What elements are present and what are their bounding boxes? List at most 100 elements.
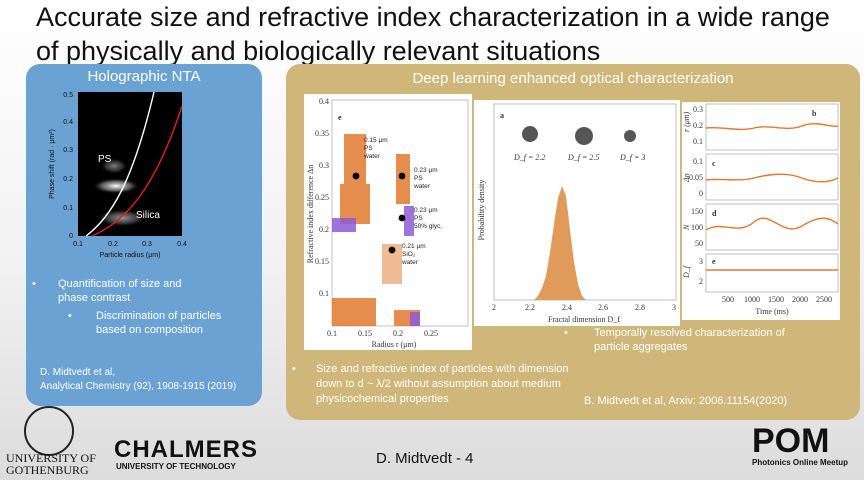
- y-tick: 0.25: [315, 193, 329, 202]
- x-tick: 2.6: [598, 303, 608, 312]
- subplot-e: [705, 253, 839, 293]
- scatter-region: [344, 134, 366, 184]
- annotation: PS: [414, 175, 423, 182]
- scatter-region-purple: [404, 206, 414, 236]
- x-tick: 2.8: [635, 303, 645, 312]
- bullet-temporal: Temporally resolved characterization of …: [594, 327, 785, 353]
- panel-label: b: [812, 109, 817, 118]
- y-tick: 0.3: [693, 105, 703, 114]
- y-tick: 0.3: [319, 161, 329, 170]
- x-tick: 2.2: [525, 303, 535, 312]
- aggregate-icon: [624, 130, 636, 142]
- ps-fit-curve: [85, 91, 155, 237]
- y-tick: 0: [69, 233, 73, 240]
- scatter-region: [340, 184, 370, 224]
- y-axis-label: N: [682, 224, 691, 231]
- x-tick: 0.4: [177, 241, 187, 248]
- x-tick: 2.4: [562, 303, 572, 312]
- x-tick: 0.2: [393, 329, 403, 338]
- panel-label: e: [712, 257, 716, 266]
- citation-line2: Analytical Chemistry (92), 1908-1915 (20…: [40, 381, 237, 392]
- bullet-quantification: Quantification of size and phase contras…: [58, 278, 182, 304]
- y-tick: 0.05: [689, 173, 703, 182]
- histogram-radius: [332, 298, 376, 326]
- x-axis-label: Fractal dimension D_f: [548, 315, 620, 324]
- y-tick: 0: [699, 189, 703, 198]
- ps-cluster: [92, 178, 140, 194]
- x-tick: 2000: [792, 295, 808, 304]
- panel-label: e: [338, 113, 342, 122]
- x-tick: 0.1: [73, 241, 83, 248]
- fractal-label: D_f = 2.5: [567, 153, 599, 162]
- histogram-purple: [332, 218, 356, 232]
- histogram-purple: [410, 312, 420, 326]
- radius-trace: [705, 123, 839, 131]
- bullet-dot: •: [564, 327, 568, 339]
- mean-marker: [398, 214, 406, 222]
- annotation: 0.23 μm: [414, 167, 438, 174]
- panel-heading: Deep learning enhanced optical character…: [412, 70, 734, 87]
- y-tick: 50: [695, 239, 703, 248]
- annotation: 50% glyc.: [414, 223, 442, 230]
- y-tick: 0.4: [63, 119, 73, 126]
- annotation: water: [413, 183, 431, 190]
- silica-fit-curve: [91, 105, 183, 237]
- y-axis-label: Refractive index difference Δn: [306, 165, 315, 264]
- panel-heading: Holographic NTA: [87, 68, 201, 85]
- holographic-nta-panel: Holographic NTA PS Silica 0 0.1 0.2 0.3 …: [26, 64, 262, 406]
- mean-marker: [398, 172, 406, 180]
- y-axis-label: Probability density: [477, 180, 486, 241]
- fractal-dimension-figure: a D_f = 2.2 D_f = 2.5 D_f = 3 2 2.2 2.4 …: [474, 100, 680, 326]
- y-tick: 0.2: [63, 176, 73, 183]
- silica-cluster: [96, 209, 148, 227]
- mean-marker: [352, 172, 360, 180]
- y-tick: 0.2: [693, 121, 703, 130]
- aggregate-icon: [575, 127, 593, 145]
- bullet-dot: •: [32, 278, 36, 290]
- subplot-b: [705, 103, 839, 151]
- x-tick: 2500: [816, 295, 832, 304]
- annotation: PS: [364, 145, 373, 152]
- y-tick: 100: [691, 223, 703, 232]
- citation-line1: D. Midtvedt et al,: [40, 367, 116, 378]
- ps-label: PS: [98, 154, 112, 165]
- refractive-index-figure: e 0.15 μm PS water 0.23 μm PS wat: [304, 94, 472, 350]
- nta-phase-plot: PS Silica 0 0.1 0.2 0.3 0.4 0.5 0.1 0.2 …: [49, 91, 187, 259]
- x-tick: 1000: [744, 295, 760, 304]
- annotation: 0.21 μm: [402, 243, 426, 250]
- gu-logo-line2: GOTHENBURG: [6, 463, 89, 477]
- gu-logo-line1: UNIVERSITY OF: [6, 451, 96, 465]
- bullet-dot: •: [292, 363, 296, 375]
- pom-subtitle: Photonics Online Meetup: [752, 458, 849, 467]
- university-seal-logo: [24, 406, 74, 456]
- y-tick: 2: [699, 277, 703, 286]
- y-tick: 0.1: [693, 157, 703, 166]
- mean-marker: [388, 246, 396, 254]
- pom-logo: POM: [752, 422, 830, 460]
- aggregate-icons: [522, 126, 636, 145]
- count-trace: [705, 217, 839, 231]
- x-tick: 0.2: [108, 241, 118, 248]
- y-tick: 3: [699, 257, 703, 266]
- y-tick: 0.1: [63, 205, 73, 212]
- x-tick: 500: [722, 295, 734, 304]
- y-axis-label: Δn: [682, 173, 691, 183]
- annotation: 0.15 μm: [364, 137, 388, 144]
- x-axis-label: Radius r (μm): [372, 340, 417, 349]
- bullet-discrimination: Discrimination of particles based on com…: [96, 310, 222, 336]
- fractal-label: D_f = 2.2: [513, 153, 545, 162]
- annotation: 0.23 μm: [414, 207, 438, 214]
- y-axis-label: Phase shift (rad · μm²): [49, 129, 56, 199]
- x-tick: 1500: [768, 295, 784, 304]
- speaker-footer: D. Midtvedt - 4: [376, 450, 474, 467]
- y-tick: 0.3: [63, 147, 73, 154]
- bullet-size-refractive: Size and refractive index of particles w…: [316, 363, 569, 405]
- x-tick: 0.25: [424, 329, 438, 338]
- citation: B. Midtvedt et al, Arxiv: 2006.11154(202…: [584, 395, 788, 407]
- deep-learning-panel: Deep learning enhanced optical character…: [286, 64, 860, 420]
- subplot-c: [705, 153, 839, 201]
- y-tick: 150: [691, 207, 703, 216]
- chalmers-subtitle: UNIVERSITY OF TECHNOLOGY: [116, 462, 236, 471]
- histogram: [534, 186, 586, 300]
- annotation: SiO₂: [402, 251, 416, 258]
